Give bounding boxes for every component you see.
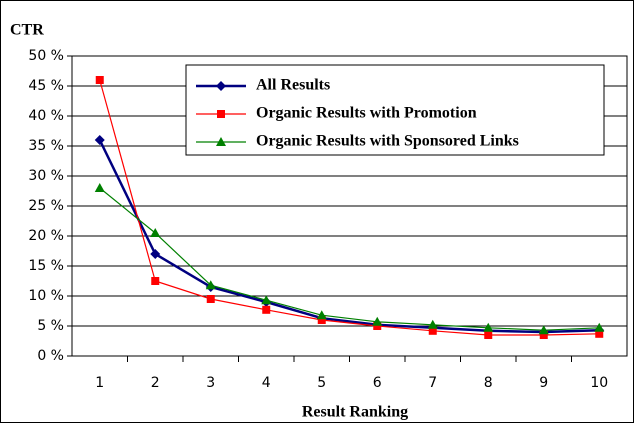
series-line (99, 187, 600, 331)
y-tick-label: 35 % (28, 138, 64, 154)
legend-box (185, 64, 605, 156)
x-tick-label: 6 (373, 375, 382, 391)
y-tick-label: 0 % (37, 348, 64, 364)
marker (539, 331, 548, 339)
marker (427, 319, 438, 329)
legend-label: Organic Results with Promotion (256, 105, 477, 122)
marker (538, 325, 549, 335)
marker (95, 76, 104, 84)
marker (94, 183, 105, 192)
x-tick-label: 3 (206, 375, 215, 391)
y-tick-label: 45 % (28, 78, 64, 94)
series-line (98, 139, 600, 334)
marker (483, 322, 494, 332)
marker (216, 81, 226, 91)
y-tick-label: 40 % (28, 108, 64, 124)
x-tick-label: 7 (428, 375, 437, 391)
marker (373, 322, 382, 330)
marker (372, 316, 383, 326)
marker (316, 310, 327, 320)
marker (150, 249, 161, 259)
x-tick-label: 10 (590, 375, 608, 391)
marker (261, 295, 272, 305)
marker (594, 322, 605, 332)
y-tick-label: 15 % (28, 258, 64, 274)
marker (595, 329, 604, 338)
legend-label: Organic Results with Sponsored Links (256, 133, 519, 150)
legend-label: All Results (256, 77, 330, 94)
x-tick-label: 1 (95, 375, 104, 391)
series-line (99, 79, 600, 336)
x-axis-label: Result Ranking (302, 404, 408, 421)
marker (216, 137, 226, 146)
x-tick-label: 5 (317, 375, 326, 391)
marker (262, 305, 271, 314)
x-tick-label: 9 (539, 375, 548, 391)
y-tick-label: 20 % (28, 228, 64, 244)
y-tick-label: 5 % (37, 318, 64, 334)
marker (317, 316, 326, 324)
marker (150, 228, 161, 237)
x-tick-label: 4 (262, 375, 271, 391)
x-tick-label: 2 (151, 375, 160, 391)
marker (205, 280, 216, 290)
marker (484, 331, 493, 339)
y-tick-label: 10 % (28, 288, 64, 304)
x-tick-label: 8 (484, 375, 493, 391)
marker (217, 110, 225, 118)
marker (94, 135, 105, 145)
y-tick-label: 50 % (28, 48, 64, 64)
y-tick-label: 25 % (28, 198, 64, 214)
marker (206, 295, 215, 303)
marker (151, 277, 160, 285)
marker (428, 326, 437, 335)
y-tick-label: 30 % (28, 168, 64, 184)
chart-title: CTR (10, 22, 44, 39)
